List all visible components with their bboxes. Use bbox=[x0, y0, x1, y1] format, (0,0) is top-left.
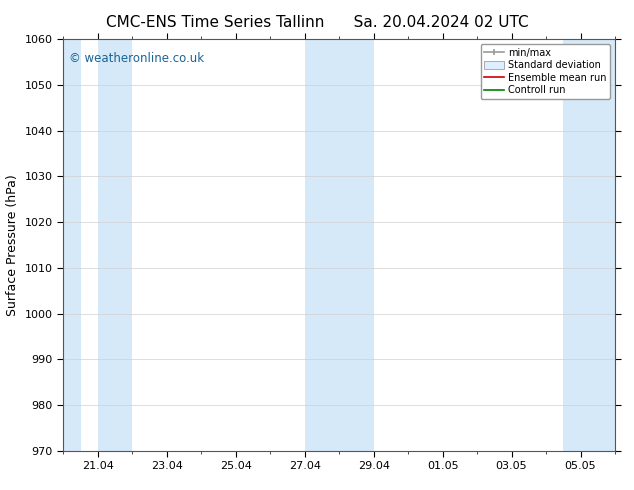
Y-axis label: Surface Pressure (hPa): Surface Pressure (hPa) bbox=[6, 174, 19, 316]
Legend: min/max, Standard deviation, Ensemble mean run, Controll run: min/max, Standard deviation, Ensemble me… bbox=[481, 44, 610, 99]
Bar bbox=[305, 39, 373, 451]
Text: CMC-ENS Time Series Tallinn      Sa. 20.04.2024 02 UTC: CMC-ENS Time Series Tallinn Sa. 20.04.20… bbox=[106, 15, 528, 30]
Bar bbox=[563, 39, 615, 451]
Bar bbox=[98, 39, 133, 451]
Text: © weatheronline.co.uk: © weatheronline.co.uk bbox=[69, 51, 204, 65]
Bar bbox=[63, 39, 81, 451]
